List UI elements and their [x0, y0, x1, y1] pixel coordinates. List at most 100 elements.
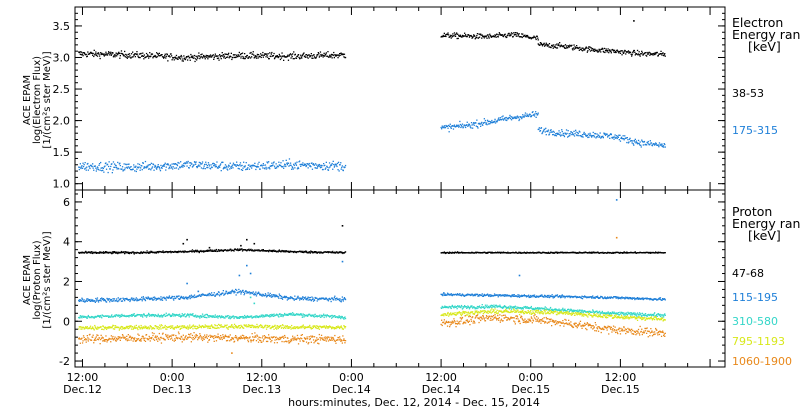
data-point: [615, 136, 617, 139]
data-point: [468, 123, 471, 126]
data-point: [602, 135, 604, 137]
data-point: [129, 166, 131, 168]
data-point: [564, 47, 566, 49]
data-point: [253, 54, 255, 56]
data-point: [619, 311, 621, 313]
data-point: [337, 252, 340, 254]
data-point: [138, 166, 140, 168]
data-point: [640, 146, 642, 148]
data-point: [233, 56, 236, 59]
data-point: [344, 316, 346, 318]
data-point: [188, 296, 190, 298]
data-point: [136, 300, 138, 302]
data-point: [121, 168, 123, 170]
data-point: [612, 136, 615, 138]
data-point: [513, 294, 515, 296]
data-point: [617, 298, 619, 300]
data-point: [98, 252, 100, 254]
data-point: [478, 305, 481, 307]
data-point: [331, 57, 333, 59]
data-point: [254, 293, 256, 296]
data-point: [200, 54, 202, 56]
data-point: [120, 315, 123, 318]
data-point: [244, 53, 246, 55]
data-point: [141, 300, 143, 302]
data-point: [523, 294, 525, 296]
data-point: [482, 306, 484, 309]
data-point: [206, 313, 208, 316]
data-point: [152, 163, 155, 166]
data-point: [505, 35, 507, 38]
data-point: [232, 162, 235, 164]
data-point: [148, 297, 150, 299]
data-point: [296, 55, 299, 57]
data-point: [323, 316, 325, 319]
data-point: [104, 327, 106, 329]
data-point: [181, 164, 183, 166]
data-point: [112, 56, 115, 58]
data-point: [116, 252, 118, 254]
data-point: [126, 166, 128, 168]
data-point: [219, 166, 221, 168]
data-point: [188, 297, 190, 299]
data-point: [531, 296, 533, 298]
data-point: [444, 35, 446, 37]
data-point: [182, 314, 184, 316]
data-point: [210, 325, 212, 327]
data-point: [213, 292, 215, 294]
data-point: [111, 53, 113, 55]
data-point: [244, 316, 246, 319]
data-point: [142, 55, 144, 57]
data-point: [175, 167, 178, 169]
data-point: [287, 54, 289, 56]
data-point: [461, 123, 464, 125]
data-point: [108, 161, 110, 163]
data-point: [456, 294, 458, 296]
data-point: [618, 139, 620, 141]
data-point: [232, 290, 235, 292]
data-point: [560, 297, 562, 299]
data-point: [262, 163, 264, 165]
data-point: [460, 124, 463, 126]
data-point: [533, 113, 535, 116]
data-point: [572, 133, 574, 135]
data-point: [204, 324, 206, 326]
data-point: [136, 298, 139, 300]
data-point: [147, 251, 149, 254]
data-point: [455, 125, 457, 128]
data-point: [551, 131, 553, 133]
data-point: [584, 48, 586, 50]
data-point: [123, 328, 125, 330]
data-point: [160, 166, 163, 169]
data-point: [103, 298, 105, 301]
data-point: [120, 314, 122, 316]
data-point: [545, 42, 547, 44]
data-point: [158, 166, 160, 169]
data-point: [628, 52, 630, 54]
data-point: [282, 160, 284, 162]
data-point: [625, 312, 627, 314]
data-point: [634, 298, 636, 301]
data-point: [181, 165, 183, 168]
data-point: [449, 125, 451, 127]
data-point: [177, 298, 180, 300]
data-point: [109, 327, 111, 329]
data-point: [170, 53, 172, 55]
data-point: [572, 49, 574, 51]
data-point: [476, 33, 479, 35]
data-point: [469, 307, 471, 309]
data-point: [510, 32, 513, 34]
data-point: [85, 250, 87, 253]
data-point: [549, 296, 551, 298]
data-point: [172, 325, 174, 327]
data-point: [157, 251, 159, 253]
data-point: [229, 315, 231, 317]
data-point: [280, 297, 282, 299]
data-point: [654, 312, 656, 314]
data-point: [227, 54, 229, 56]
data-point: [177, 58, 179, 60]
data-point: [185, 161, 188, 163]
data-point: [558, 130, 560, 132]
data-point: [485, 123, 487, 125]
data-point: [200, 163, 202, 165]
